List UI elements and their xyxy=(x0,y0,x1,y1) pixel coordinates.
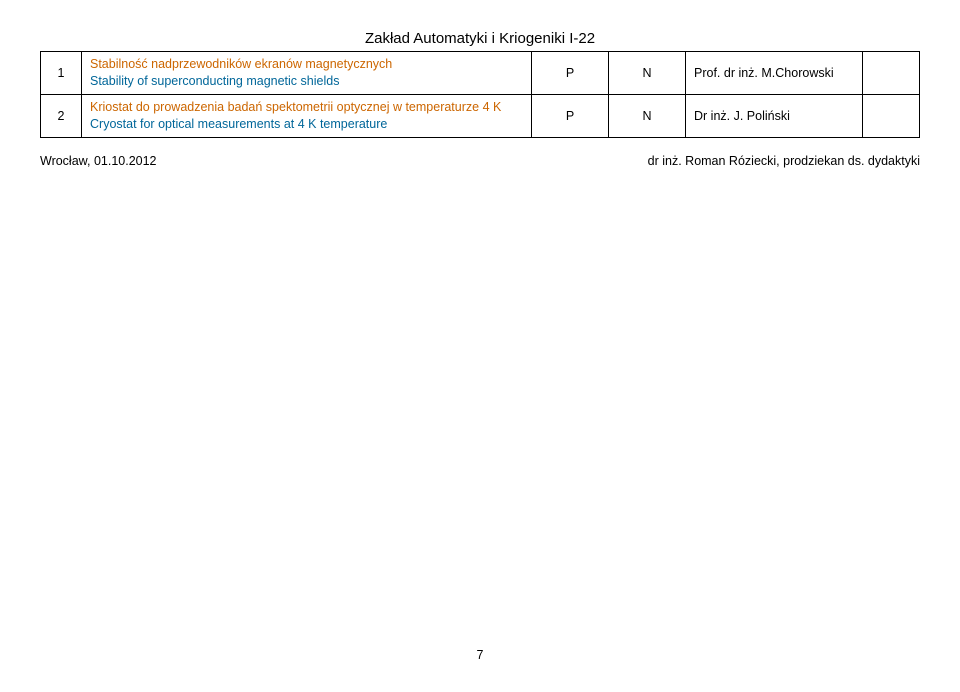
topic-english: Stability of superconducting magnetic sh… xyxy=(90,73,523,90)
col-p: P xyxy=(532,94,609,137)
page-title: Zakład Automatyki i Kriogeniki I-22 xyxy=(40,30,920,47)
topic-polish: Kriostat do prowadzenia badań spektometr… xyxy=(90,99,523,116)
page-number: 7 xyxy=(40,648,920,662)
col-p: P xyxy=(532,52,609,95)
col-blank xyxy=(863,52,920,95)
topic-cell: Stabilność nadprzewodników ekranów magne… xyxy=(82,52,532,95)
col-blank xyxy=(863,94,920,137)
footer-signature: dr inż. Roman Róziecki, prodziekan ds. d… xyxy=(648,154,920,168)
col-n: N xyxy=(609,52,686,95)
footer: Wrocław, 01.10.2012 dr inż. Roman Róziec… xyxy=(40,154,920,168)
topics-table: 1 Stabilność nadprzewodników ekranów mag… xyxy=(40,51,920,138)
topic-english: Cryostat for optical measurements at 4 K… xyxy=(90,116,523,133)
col-n: N xyxy=(609,94,686,137)
col-supervisor: Dr inż. J. Poliński xyxy=(686,94,863,137)
table-row: 2 Kriostat do prowadzenia badań spektome… xyxy=(41,94,920,137)
row-number: 1 xyxy=(41,52,82,95)
topic-cell: Kriostat do prowadzenia badań spektometr… xyxy=(82,94,532,137)
footer-date: Wrocław, 01.10.2012 xyxy=(40,154,157,168)
col-supervisor: Prof. dr inż. M.Chorowski xyxy=(686,52,863,95)
table-row: 1 Stabilność nadprzewodników ekranów mag… xyxy=(41,52,920,95)
topic-polish: Stabilność nadprzewodników ekranów magne… xyxy=(90,56,523,73)
row-number: 2 xyxy=(41,94,82,137)
